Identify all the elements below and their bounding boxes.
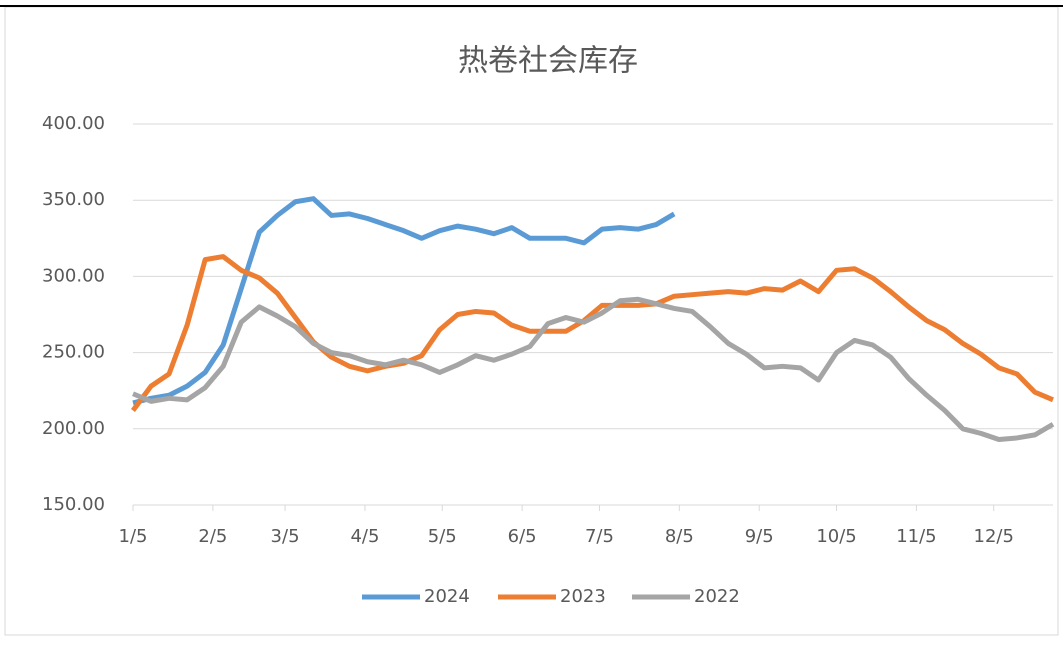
x-tick-label: 9/5: [745, 526, 774, 547]
series-line: [132, 296, 1055, 442]
series-line: [132, 196, 676, 406]
legend-label: 2024: [424, 586, 470, 607]
x-tick-label: 7/5: [585, 526, 614, 547]
x-tick-label: 4/5: [350, 526, 379, 547]
y-tick-label: 350.00: [42, 189, 105, 210]
x-tick-label: 2/5: [198, 526, 227, 547]
x-tick-label: 6/5: [508, 526, 537, 547]
x-tick-label: 3/5: [271, 526, 300, 547]
y-tick-label: 150.00: [42, 494, 105, 515]
chart-title: 热卷社会库存: [458, 44, 638, 79]
legend-label: 2022: [694, 586, 740, 607]
y-tick-label: 300.00: [42, 265, 105, 286]
x-tick-label: 11/5: [896, 526, 936, 547]
x-tick-label: 12/5: [974, 526, 1014, 547]
x-tick-label: 8/5: [665, 526, 694, 547]
series-line: [130, 254, 1054, 412]
x-tick-label: 1/5: [119, 526, 148, 547]
x-tick-label: 5/5: [428, 526, 457, 547]
y-tick-label: 200.00: [42, 418, 105, 439]
legend-label: 2023: [560, 586, 606, 607]
y-tick-label: 250.00: [42, 342, 105, 363]
x-tick-label: 10/5: [816, 526, 856, 547]
y-tick-label: 400.00: [42, 113, 105, 134]
chart-frame: [4, 6, 1059, 636]
